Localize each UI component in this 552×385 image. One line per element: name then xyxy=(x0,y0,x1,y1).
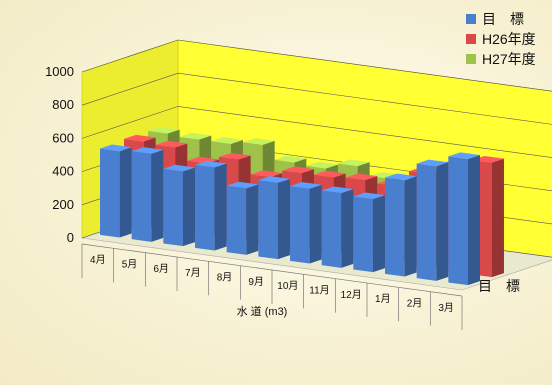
bar xyxy=(195,160,227,251)
gridline xyxy=(81,106,552,158)
x-tick-label: 8月 xyxy=(217,272,233,284)
y-tick-label: 600 xyxy=(52,130,74,145)
bar-top xyxy=(258,176,290,183)
bar xyxy=(448,152,480,286)
bar-side xyxy=(436,162,449,281)
bar xyxy=(226,181,259,255)
bar-side xyxy=(467,155,480,286)
bar-top xyxy=(290,182,322,189)
x-tick-label: 1月 xyxy=(375,293,391,305)
bar-front xyxy=(100,148,120,238)
bar-side xyxy=(372,195,385,273)
legend-label-h26: H26年度 xyxy=(482,31,536,47)
bar-top xyxy=(472,155,504,163)
bar xyxy=(385,173,417,277)
bar-front xyxy=(131,151,152,242)
legend-swatch-h27 xyxy=(466,54,476,64)
bar-side xyxy=(214,163,227,251)
bar-top xyxy=(148,126,180,134)
bar xyxy=(290,182,322,264)
bar-front xyxy=(290,186,310,264)
bar-top xyxy=(124,134,156,142)
bar-top xyxy=(353,192,385,200)
bar-top xyxy=(219,152,251,160)
legend-label-h27: H27年度 xyxy=(482,51,536,67)
bar-front xyxy=(448,156,468,286)
bar-side xyxy=(491,158,504,278)
bar-side xyxy=(246,184,259,255)
x-tick-label: 9月 xyxy=(248,276,264,288)
gridline xyxy=(81,72,552,125)
bar-front xyxy=(385,177,405,277)
bar-top xyxy=(416,159,449,167)
x-tick-label: 2月 xyxy=(407,298,423,310)
bar-top xyxy=(338,159,370,167)
x-tick-label: 3月 xyxy=(438,302,454,314)
bar-front xyxy=(353,196,373,273)
x-tick-label: 4月 xyxy=(90,254,106,266)
bar-top xyxy=(163,164,195,172)
bar-side xyxy=(309,184,322,264)
x-tick-label: 7月 xyxy=(185,267,201,279)
bar xyxy=(258,176,290,260)
bar-top xyxy=(131,147,164,154)
bar-top xyxy=(345,173,378,181)
bar-top xyxy=(250,170,283,178)
bar-top xyxy=(211,137,243,144)
bar-front xyxy=(416,163,437,281)
bar-front xyxy=(163,168,183,247)
series-axis-label: 目 標 xyxy=(478,278,520,294)
legend-swatch-h26 xyxy=(466,34,476,44)
y-tick-label: 200 xyxy=(52,197,74,212)
x-tick-label: 10月 xyxy=(277,280,298,292)
bar-top xyxy=(155,140,188,148)
x-tick-label: 12月 xyxy=(341,289,362,301)
bar-top xyxy=(306,161,338,169)
bar-top xyxy=(226,181,259,189)
bar-side xyxy=(277,178,290,260)
bar-top xyxy=(385,173,417,181)
bar-top xyxy=(179,132,212,140)
bar-front xyxy=(321,190,342,268)
bar-top xyxy=(448,152,480,160)
bar xyxy=(131,147,164,242)
bar-side xyxy=(182,167,195,247)
x-tick-label: 11月 xyxy=(309,285,329,297)
bar-top xyxy=(321,186,354,194)
bar-top xyxy=(274,155,307,163)
legend-label-target: 目 標 xyxy=(482,11,524,27)
bar-side xyxy=(404,176,417,277)
x-tick-label: 6月 xyxy=(153,263,169,275)
y-tick-label: 1000 xyxy=(45,64,74,79)
y-tick-label: 400 xyxy=(52,164,74,179)
bar-front xyxy=(258,180,278,260)
y-tick-label: 800 xyxy=(52,97,74,112)
bar-side xyxy=(341,189,354,268)
bar xyxy=(416,159,449,281)
bar xyxy=(353,192,385,273)
bar-side xyxy=(151,149,164,242)
y-tick-label: 0 xyxy=(67,230,74,245)
legend-item-target: 目 標 xyxy=(466,10,536,28)
legend-item-h27: H27年度 xyxy=(466,50,536,68)
bar-top xyxy=(314,170,346,178)
x-tick-label: 5月 xyxy=(122,259,138,271)
bar-top xyxy=(100,144,132,152)
gridline xyxy=(81,39,552,92)
bar-top xyxy=(282,166,314,174)
bar xyxy=(163,164,195,247)
bar xyxy=(321,186,354,268)
bar-top xyxy=(195,160,227,168)
bar-side xyxy=(119,147,132,238)
x-axis-title: 水 道 (m3) xyxy=(237,304,288,318)
bar-top xyxy=(243,138,275,145)
legend-swatch-target xyxy=(466,14,476,24)
bar xyxy=(100,144,132,238)
legend: 目 標 H26年度 H27年度 xyxy=(466,10,536,70)
legend-item-h26: H26年度 xyxy=(466,30,536,48)
bar-front xyxy=(226,185,247,255)
bar-front xyxy=(195,164,215,251)
